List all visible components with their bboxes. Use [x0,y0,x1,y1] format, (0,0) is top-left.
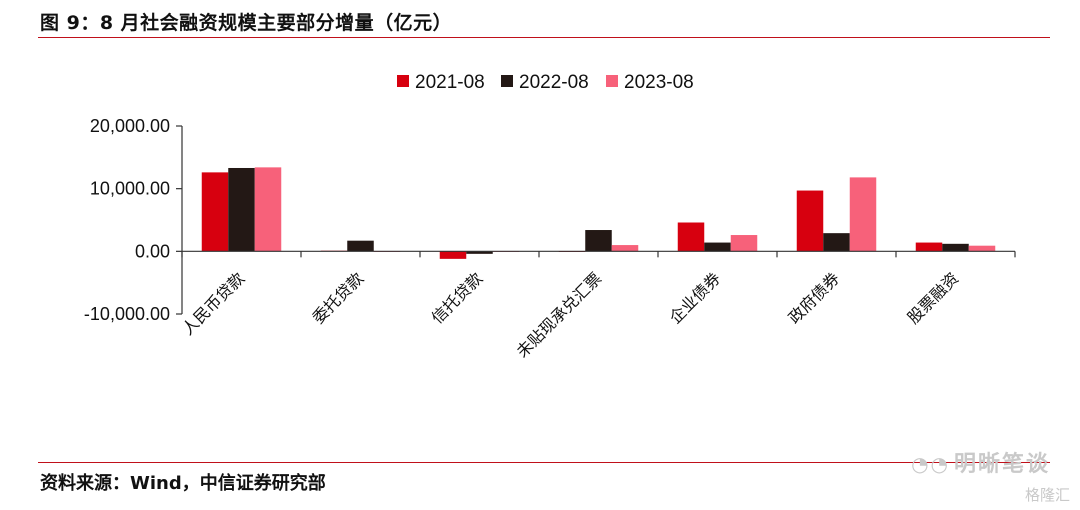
x-category-label: 人民币贷款 [178,269,248,339]
x-category-label: 政府债券 [785,269,844,328]
legend-swatch [606,75,618,87]
bar [347,240,374,252]
x-category-label: 股票融资 [904,269,963,328]
legend-swatch [501,75,513,87]
watermark: ◔◔ 明晰笔谈 [911,446,1050,478]
legend-swatch [397,75,409,87]
bar [228,167,255,252]
x-axis: 人民币贷款 委托贷款 信托贷款 未贴现承兑汇票 企业债券 政府债券 股票融资 [178,250,1016,362]
bar-group [201,167,996,259]
bar [466,251,493,254]
y-axis: 20,000.00 10,000.00 0.00 -10,000.00 [84,116,183,324]
watermark-text: 明晰笔谈 [953,452,1050,477]
x-category-label: 委托贷款 [309,269,368,328]
bar [942,243,969,252]
bar [849,177,877,252]
wechat-icon: ◔◔ [911,452,950,476]
y-tick-label: -10,000.00 [84,304,170,324]
watermark-sub: 格隆汇 [1024,486,1070,504]
bar [968,245,996,252]
bar [439,251,467,259]
y-tick-label: 0.00 [135,241,170,261]
y-tick-label: 10,000.00 [90,179,170,199]
top-rule [38,37,1050,38]
bar [585,230,612,252]
bar-chart: 2021-08 2022-08 2023-08 20,000.00 10,000.00… [84,72,1016,362]
legend-label: 2022-08 [519,72,589,93]
figure-title: 图 9：8 月社会融资规模主要部分增量（亿元） [40,12,453,34]
source-note: 资料来源：Wind，中信证券研究部 [40,473,326,494]
x-category-label: 信托贷款 [428,269,487,328]
bar [796,190,824,252]
y-tick-label: 20,000.00 [90,116,170,136]
bar [677,222,705,252]
bar [254,167,282,252]
bottom-rule [38,462,1050,463]
legend-label: 2023-08 [624,72,694,93]
bar [730,235,758,252]
chart-legend: 2021-08 2022-08 2023-08 [397,72,694,93]
x-category-label: 企业债券 [666,269,725,328]
bar [704,242,731,252]
bar [611,245,639,252]
legend-label: 2021-08 [415,72,485,93]
bar [823,233,850,252]
x-category-label: 未贴现承兑汇票 [513,269,606,362]
bar [201,172,229,252]
bar [915,242,943,252]
